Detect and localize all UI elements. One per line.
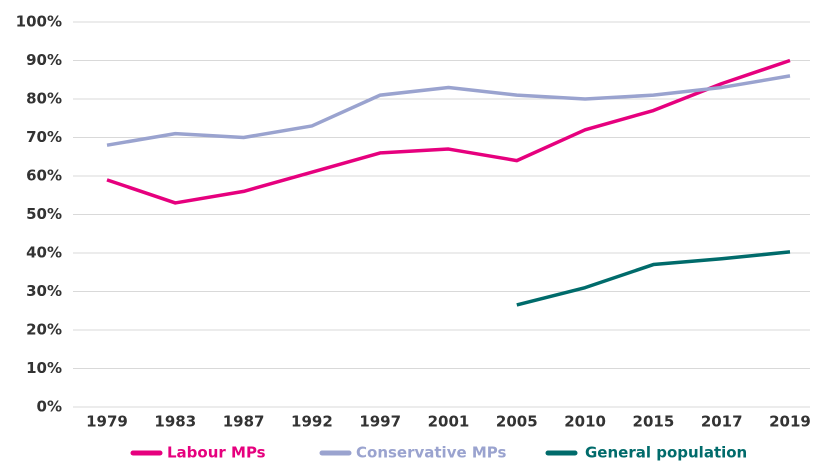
y-tick-label: 90%	[26, 51, 62, 69]
y-tick-label: 70%	[26, 128, 62, 146]
x-tick-label: 2015	[633, 413, 675, 431]
y-tick-label: 40%	[26, 244, 62, 262]
x-tick-label: 2001	[428, 413, 470, 431]
y-tick-label: 100%	[16, 13, 62, 31]
x-tick-label: 2010	[564, 413, 606, 431]
y-tick-label: 20%	[26, 321, 62, 339]
y-tick-label: 0%	[37, 398, 62, 416]
y-tick-label: 30%	[26, 282, 62, 300]
series-line	[516, 250, 791, 307]
x-tick-label: 1979	[86, 413, 128, 431]
y-tick-label: 10%	[26, 359, 62, 377]
y-tick-label: 60%	[26, 167, 62, 185]
x-tick-label: 2019	[769, 413, 811, 431]
legend-label: Conservative MPs	[356, 444, 507, 462]
x-tick-label: 2005	[496, 413, 538, 431]
x-tick-label: 1992	[291, 413, 333, 431]
legend-label: General population	[585, 444, 747, 462]
series-line	[106, 58, 791, 205]
x-tick-label: 1997	[359, 413, 401, 431]
x-tick-label: 2017	[701, 413, 743, 431]
x-tick-label: 1987	[223, 413, 265, 431]
series-line	[106, 74, 791, 147]
y-tick-label: 80%	[26, 90, 62, 108]
legend-label: Labour MPs	[167, 444, 266, 462]
y-tick-label: 50%	[26, 205, 62, 223]
x-tick-label: 1983	[154, 413, 196, 431]
